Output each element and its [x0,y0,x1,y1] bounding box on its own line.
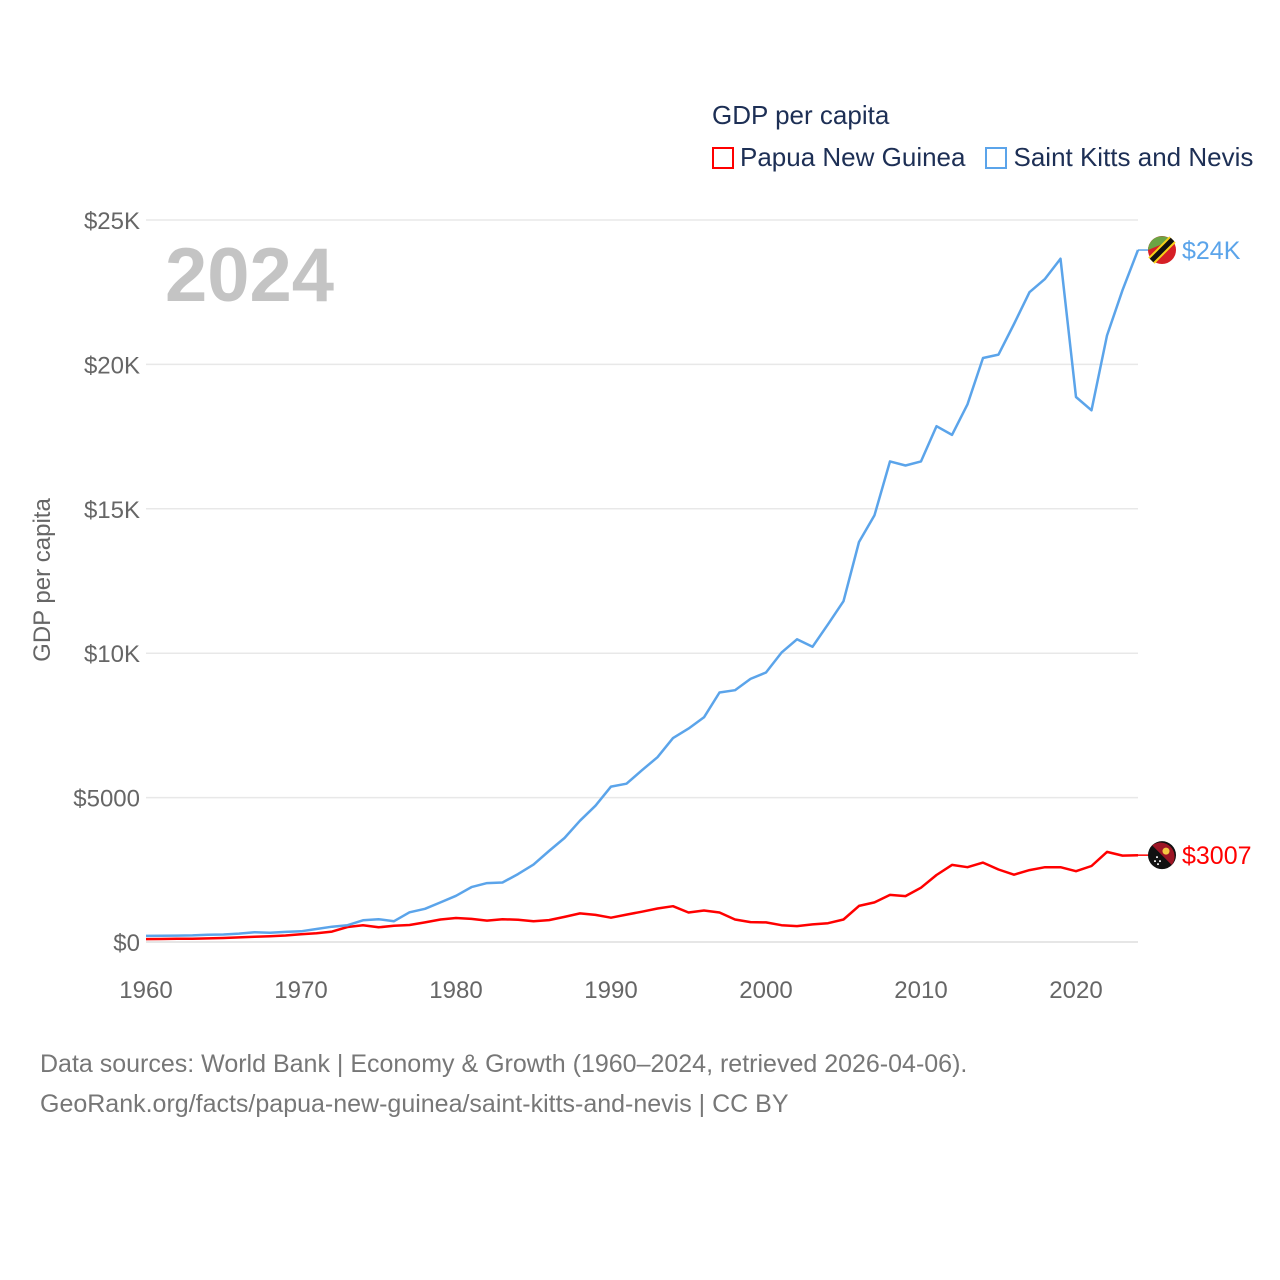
y-tick-label: $25K [84,208,140,235]
x-tick-label: 1960 [119,977,172,1004]
footer: Data sources: World Bank | Economy & Gro… [40,1044,967,1124]
x-tick-label: 1970 [274,977,327,1004]
legend-label: Saint Kitts and Nevis [1013,142,1254,172]
legend-item-saint-kitts-and-nevis[interactable]: Saint Kitts and Nevis [985,142,1253,173]
series-line-saint-kitts-and-nevis [145,249,1140,938]
data-sources: Data sources: World Bank | Economy & Gro… [40,1050,968,1078]
x-tick-label: 1990 [584,977,637,1004]
source-link[interactable]: GeoRank.org/facts/papua-new-guinea/saint… [40,1090,789,1118]
y-tick-label: $20K [84,352,140,379]
flag-black-band [1149,237,1175,263]
y-axis-label: GDP per capita [29,498,56,662]
x-tick-label: 2020 [1049,977,1102,1004]
flag-star [1159,860,1161,863]
x-tick-label: 1980 [429,977,482,1004]
flag-green [1148,236,1172,251]
y-tick-label: $5000 [73,786,140,813]
flag-star [1157,863,1159,866]
flag-star [1154,860,1156,863]
flag-red-half [1152,842,1175,865]
flag-bird [1162,847,1170,855]
series-line-papua-new-guinea [145,850,1139,941]
y-tick-label: $10K [84,641,140,668]
y-tick-label: $15K [84,497,140,524]
legend-swatch-red [712,146,734,169]
x-tick-label: 2000 [739,977,792,1004]
y-tick-label: $0 [113,930,140,957]
legend-item-papua-new-guinea[interactable]: Papua New Guinea [712,142,965,173]
legend-title: GDP per capita [712,100,890,130]
legend-label: Papua New Guinea [740,142,966,172]
flag-star [1156,856,1158,859]
x-tick-label: 2010 [894,977,947,1004]
end-value-label: $3007 [1182,842,1252,870]
legend: Papua New Guinea Saint Kitts and Nevis [712,142,1253,173]
legend-swatch-blue [985,146,1008,169]
end-value-label: $24K [1182,237,1241,265]
year-watermark: 2024 [165,233,335,318]
